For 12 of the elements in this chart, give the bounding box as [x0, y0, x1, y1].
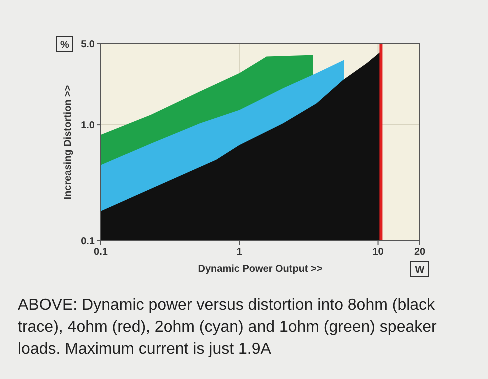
- x-axis-title: Dynamic Power Output >>: [198, 264, 323, 275]
- y-tick-label: 0.1: [81, 236, 96, 248]
- y-tick-label: 1.0: [81, 120, 96, 132]
- x-tick-label: 0.1: [94, 247, 108, 258]
- text: W: [415, 265, 426, 276]
- x-tick-label: 1: [236, 247, 243, 258]
- x-tick-label: 20: [414, 247, 426, 258]
- x-tick-label: 10: [372, 247, 384, 258]
- text: %: [60, 40, 70, 51]
- y-axis-title: Increasing Distortion >>: [63, 85, 74, 200]
- text: ABOVE: Dynamic power versus distortion into 8ohm (black trace), 4ohm (red), 2ohm (cyan) and 1ohm (green) speaker loads. Maximum current is just 1.9A: [18, 297, 438, 358]
- y-tick-label: 5.0: [81, 40, 96, 50]
